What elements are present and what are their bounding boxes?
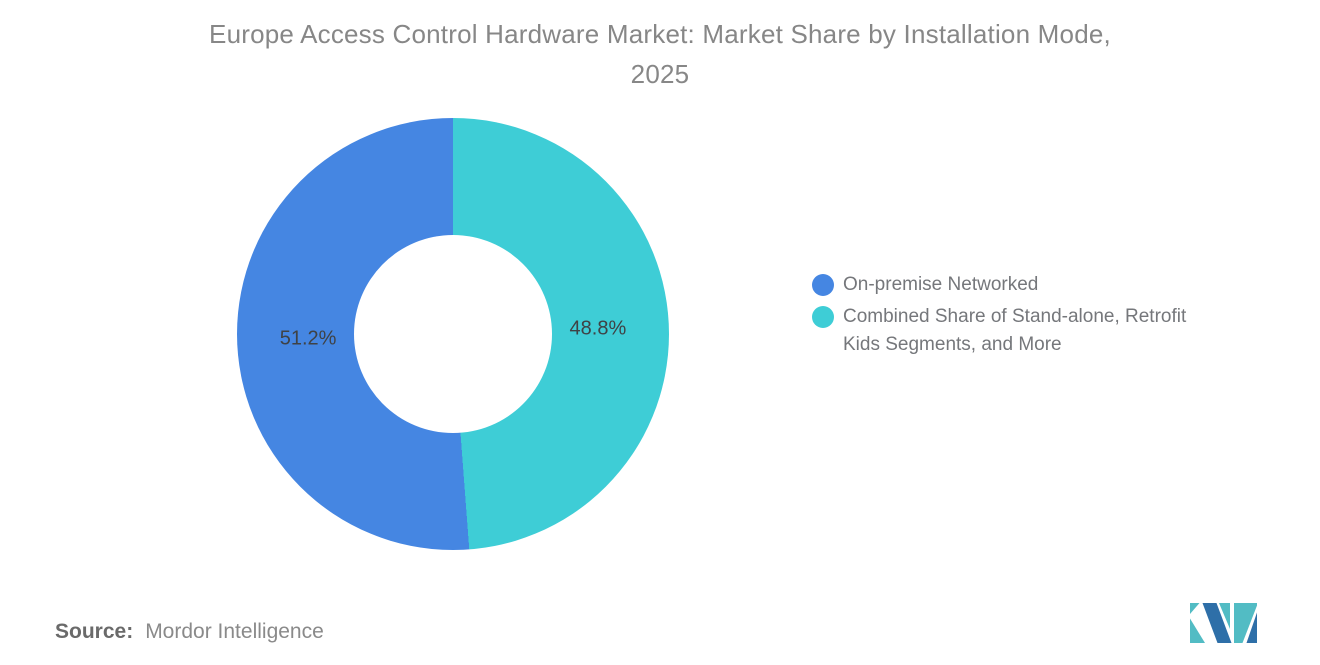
chart-title-line2: 2025 [630, 59, 690, 89]
legend-item-on-premise[interactable]: On-premise Networked [812, 271, 1203, 299]
slice-label-on-premise: 51.2% [279, 327, 337, 350]
logo-teal-top-left-triangle [1190, 603, 1200, 614]
logo-blue-right-triangle [1246, 612, 1257, 643]
legend: On-premise Networked Combined Share of S… [812, 271, 1203, 359]
donut-hole [354, 235, 552, 433]
mordor-intelligence-logo [1190, 603, 1257, 643]
source-value: Mordor Intelligence [145, 620, 324, 643]
slice-label-combined: 48.8% [569, 317, 627, 340]
logo-teal-right-panel [1234, 603, 1257, 643]
chart-title: Europe Access Control Hardware Market: M… [0, 14, 1320, 94]
logo-teal-top-right-wedge [1219, 603, 1230, 629]
logo-blue-diagonal-band [1202, 603, 1232, 643]
logo-teal-bottom-left-triangle [1190, 618, 1205, 643]
legend-label-combined: Combined Share of Stand-alone, Retrofit … [843, 306, 1187, 355]
donut-chart[interactable]: 51.2% 48.8% [237, 118, 669, 550]
legend-swatch-blue-icon [812, 274, 834, 296]
chart-title-line1: Europe Access Control Hardware Market: M… [209, 19, 1111, 49]
legend-swatch-teal-icon [812, 306, 834, 328]
legend-item-combined[interactable]: Combined Share of Stand-alone, Retrofit … [812, 303, 1203, 359]
source-label: Source: [55, 620, 134, 643]
source-attribution: Source: Mordor Intelligence [55, 620, 324, 644]
legend-label-on-premise: On-premise Networked [843, 274, 1039, 295]
